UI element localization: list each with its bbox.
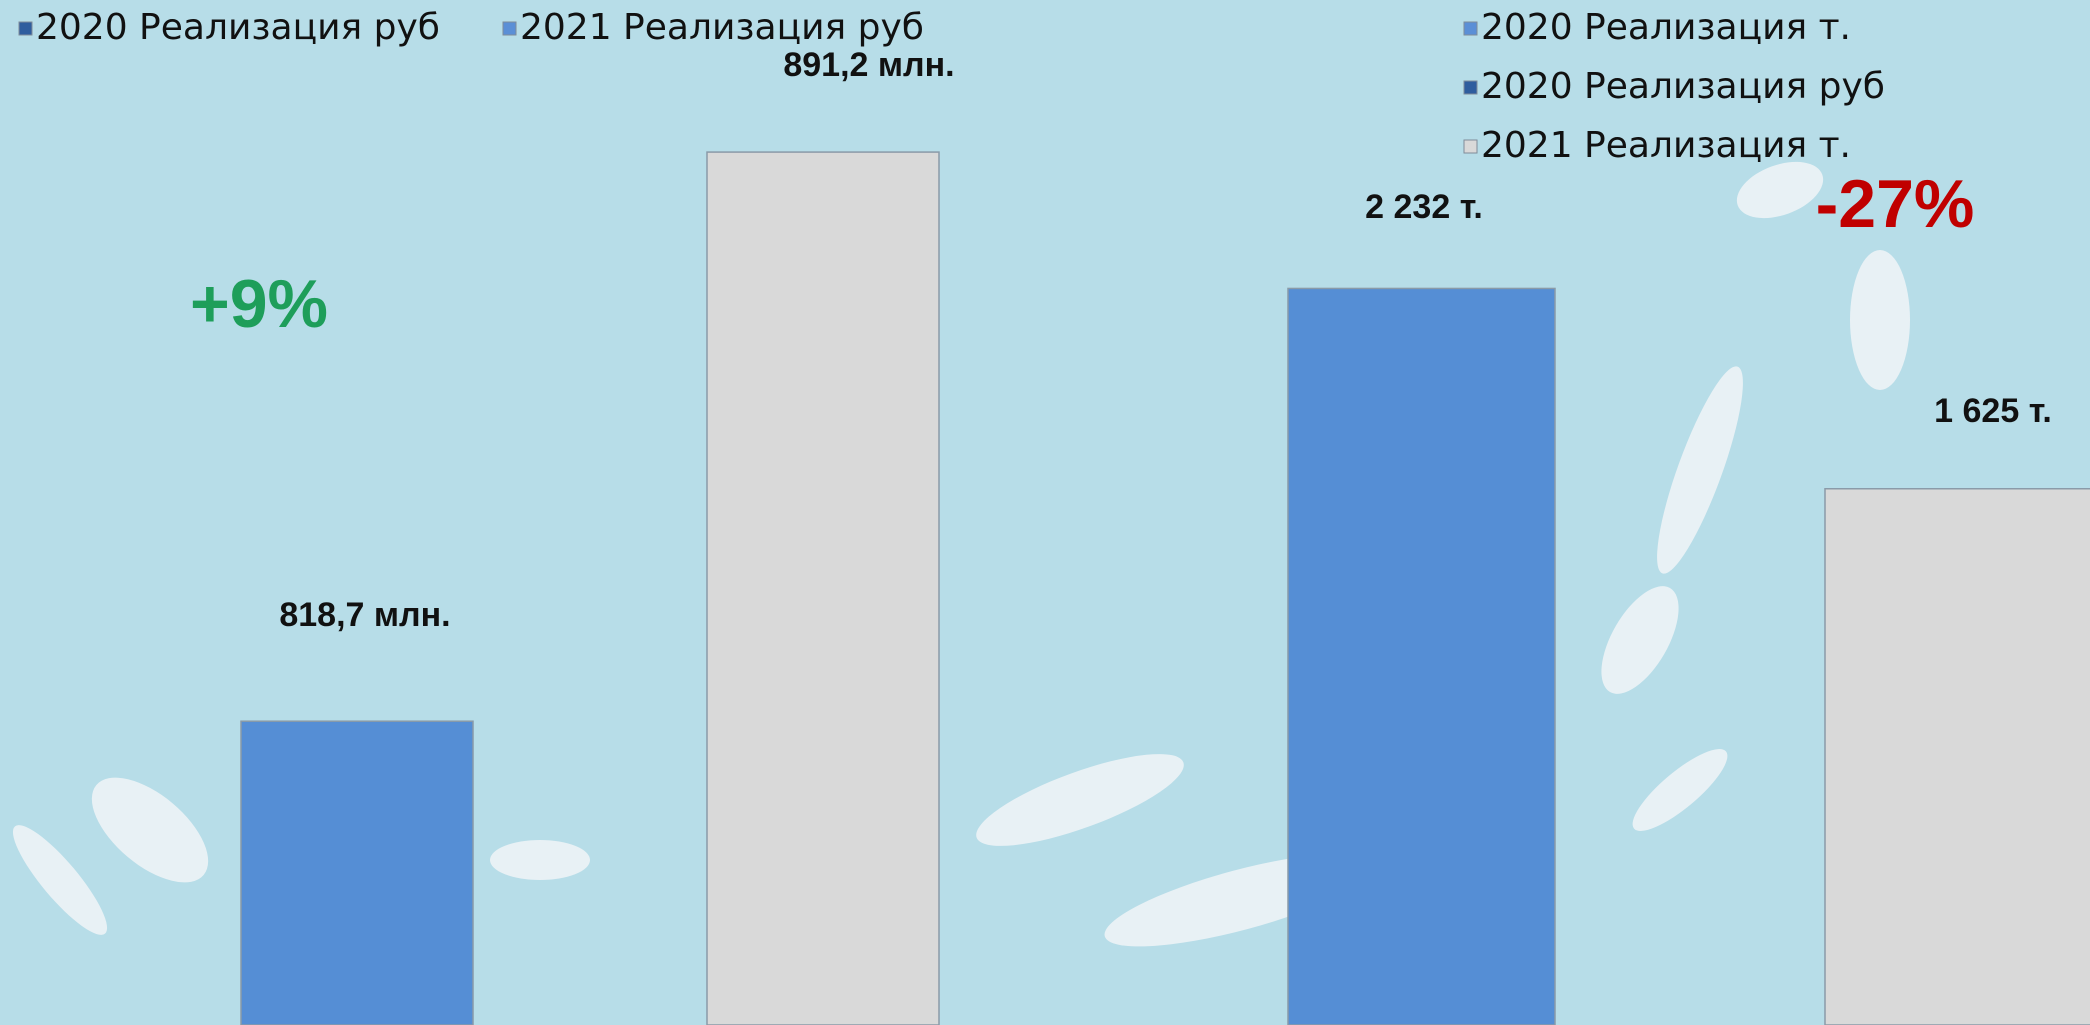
legend-label: 2020 Реализация руб [1481,66,1885,107]
bar [1288,288,1555,1025]
value-label: 891,2 млн. [783,46,954,84]
legend-label: 2021 Реализация т. [1481,125,1851,166]
slide: 818,7 млн. 891,2 млн. 2020 Реализация руб 2… [0,0,2090,1025]
legend-label: 2021 Реализация руб [520,7,924,48]
bar [241,721,473,1025]
legend-marker [19,22,32,35]
legend-label: 2020 Реализация руб [36,7,440,48]
value-label: 1 625 т. [1934,392,2052,430]
legend-marker [503,22,516,35]
legend-marker [1464,140,1477,153]
annotation: +9% [190,266,328,342]
value-label: 818,7 млн. [279,596,450,634]
bar [1825,489,2090,1025]
legend-label: 2020 Реализация т. [1481,7,1851,48]
annotation: -27% [1816,166,1975,242]
bar [707,152,939,1025]
legend-marker [1464,81,1477,94]
legend-marker [1464,22,1477,35]
value-label: 2 232 т. [1365,188,1483,226]
